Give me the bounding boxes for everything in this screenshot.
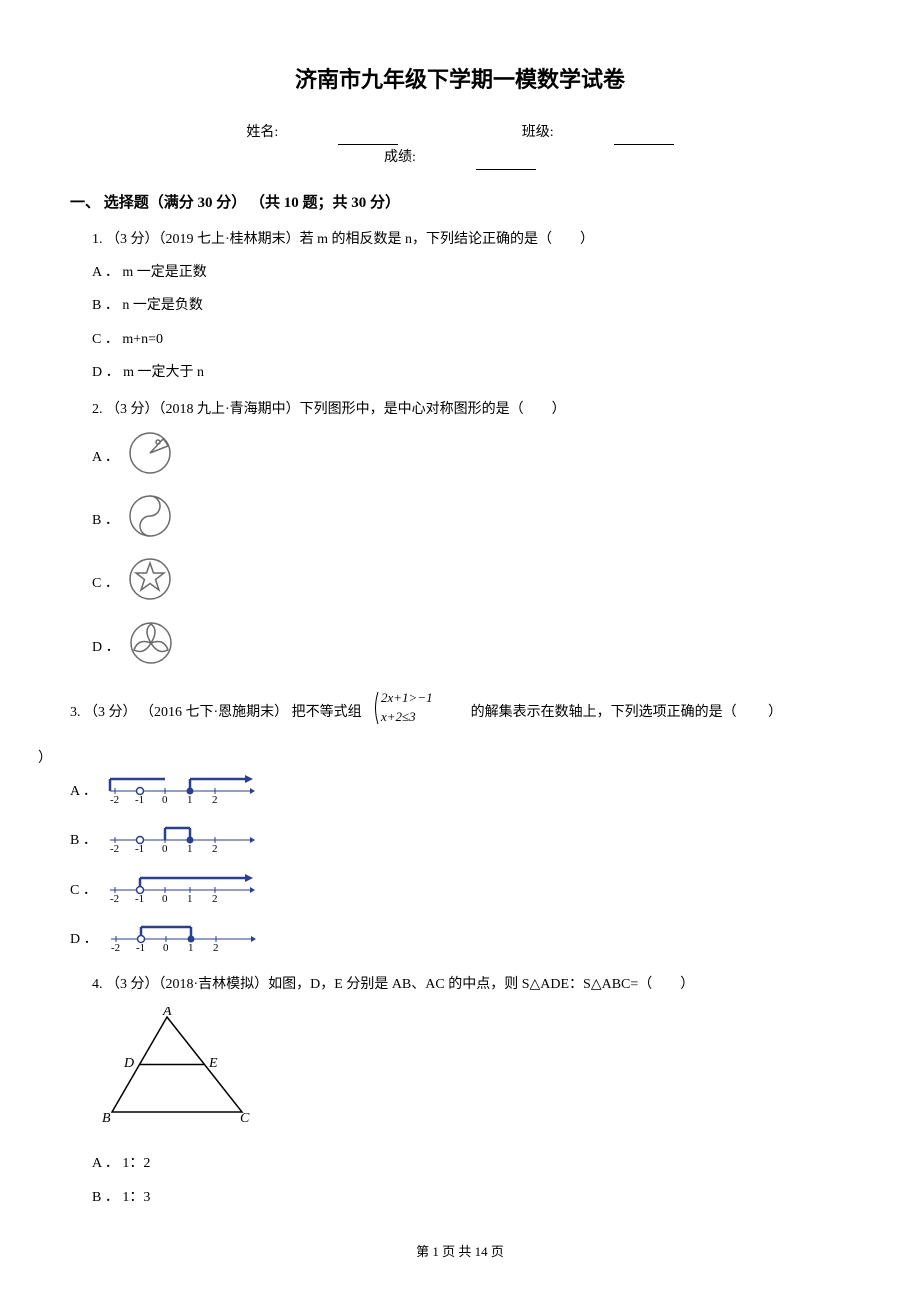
q3-c-label: C ．	[70, 878, 97, 903]
q1-option-d: D ． m 一定大于 n	[92, 360, 850, 385]
svg-text:2: 2	[212, 843, 218, 852]
number-line-d-icon: -2 -1 0 1 2	[106, 919, 256, 960]
page-title: 济南市九年级下学期一模数学试卷	[70, 60, 850, 100]
svg-text:-2: -2	[110, 794, 119, 803]
q3-option-a: A ． -2 -1 0 1	[70, 771, 850, 812]
svg-text:-2: -2	[110, 843, 119, 852]
svg-text:-2: -2	[111, 942, 120, 951]
number-line-c-icon: -2 -1 0 1 2	[105, 870, 255, 911]
inequality-system-icon: 2x+1>−1 x+2≤3	[371, 687, 461, 738]
svg-text:-1: -1	[135, 843, 144, 852]
q2-b-label: B ．	[92, 508, 119, 533]
three-leaf-circle-icon	[128, 620, 174, 675]
q2-option-c: C ．	[92, 556, 850, 611]
q3-text: 3. （3 分） （2016 七下·恩施期末） 把不等式组 2x+1>−1 x+…	[48, 687, 850, 738]
score-label: 成绩:	[384, 145, 416, 170]
svg-text:-1: -1	[136, 942, 145, 951]
q3-option-d: D ． -2 -1 0 1 2	[70, 919, 850, 960]
question-4: 4. （3 分）（2018·吉林模拟）如图，D，E 分别是 AB、AC 的中点，…	[70, 972, 850, 1210]
svg-text:2x+1>−1: 2x+1>−1	[381, 690, 433, 705]
name-field: 姓名:	[216, 120, 428, 145]
pacman-circle-icon	[127, 430, 173, 485]
q4-option-b: B ． 1：3	[92, 1185, 850, 1210]
svg-text:D: D	[123, 1056, 134, 1071]
q1-option-a: A ． m 一定是正数	[92, 260, 850, 285]
q2-d-label: D ．	[92, 635, 120, 660]
name-label: 姓名:	[246, 120, 278, 145]
svg-text:1: 1	[188, 942, 194, 951]
q3-d-label: D ．	[70, 927, 98, 952]
svg-text:0: 0	[162, 843, 168, 852]
section-header: 一、 选择题（满分 30 分） （共 10 题；共 30 分）	[70, 190, 850, 217]
q1-option-c: C ． m+n=0	[92, 327, 850, 352]
svg-text:C: C	[240, 1111, 250, 1126]
number-line-a-icon: -2 -1 0 1 2	[105, 771, 255, 812]
triangle-figure-icon: A B C D E	[102, 1007, 850, 1136]
q1-text: 1. （3 分）（2019 七上·桂林期末）若 m 的相反数是 n，下列结论正确…	[92, 227, 850, 252]
q3-text-after: 的解集表示在数轴上，下列选项正确的是（ ）	[471, 705, 783, 720]
q3-a-label: A ．	[70, 779, 97, 804]
svg-text:x+2≤3: x+2≤3	[380, 709, 416, 724]
svg-text:E: E	[208, 1056, 218, 1071]
svg-text:0: 0	[162, 893, 168, 902]
class-blank	[614, 129, 674, 145]
q3-b-label: B ．	[70, 828, 97, 853]
q2-option-d: D ．	[92, 620, 850, 675]
svg-text:1: 1	[187, 843, 193, 852]
q3-option-b: B ． -2 -1 0 1 2	[70, 820, 850, 861]
svg-text:-2: -2	[110, 893, 119, 902]
q2-option-a: A ．	[92, 430, 850, 485]
svg-text:1: 1	[187, 794, 193, 803]
class-label: 班级:	[522, 120, 554, 145]
number-line-b-icon: -2 -1 0 1 2	[105, 820, 255, 861]
yinyang-circle-icon	[127, 493, 173, 548]
q3-paren-close: ）	[38, 746, 850, 771]
svg-text:2: 2	[212, 893, 218, 902]
question-1: 1. （3 分）（2019 七上·桂林期末）若 m 的相反数是 n，下列结论正确…	[70, 227, 850, 385]
score-blank	[476, 154, 536, 170]
q4-text: 4. （3 分）（2018·吉林模拟）如图，D，E 分别是 AB、AC 的中点，…	[92, 972, 850, 997]
star-circle-icon	[127, 556, 173, 611]
class-field: 班级:	[492, 120, 704, 145]
q3-text-before: 3. （3 分） （2016 七下·恩施期末） 把不等式组	[70, 705, 365, 720]
score-field: 成绩:	[354, 145, 566, 170]
q3-option-c: C ． -2 -1 0 1 2	[70, 870, 850, 911]
svg-text:B: B	[102, 1111, 111, 1126]
svg-text:0: 0	[162, 794, 168, 803]
q4-option-a: A ． 1：2	[92, 1151, 850, 1176]
name-blank	[338, 129, 398, 145]
q2-a-label: A ．	[92, 445, 119, 470]
q2-option-b: B ．	[92, 493, 850, 548]
question-2: 2. （3 分）（2018 九上·青海期中）下列图形中，是中心对称图形的是（ ）…	[70, 397, 850, 675]
question-3: 3. （3 分） （2016 七下·恩施期末） 把不等式组 2x+1>−1 x+…	[48, 687, 850, 960]
svg-text:0: 0	[163, 942, 169, 951]
svg-text:1: 1	[187, 893, 193, 902]
svg-text:2: 2	[213, 942, 219, 951]
svg-text:-1: -1	[135, 893, 144, 902]
q2-text: 2. （3 分）（2018 九上·青海期中）下列图形中，是中心对称图形的是（ ）	[92, 397, 850, 422]
svg-text:2: 2	[212, 794, 218, 803]
svg-text:-1: -1	[135, 794, 144, 803]
q2-c-label: C ．	[92, 571, 119, 596]
page-footer: 第 1 页 共 14 页	[70, 1240, 850, 1263]
q1-option-b: B ． n 一定是负数	[92, 293, 850, 318]
svg-text:A: A	[162, 1007, 172, 1019]
info-row: 姓名: 班级: 成绩:	[70, 120, 850, 170]
